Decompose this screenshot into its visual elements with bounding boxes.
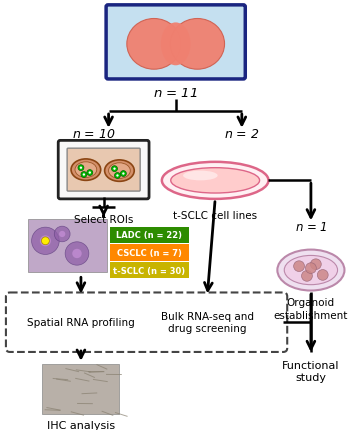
Text: Organoid
establishment: Organoid establishment bbox=[274, 298, 348, 320]
Ellipse shape bbox=[105, 160, 134, 182]
Ellipse shape bbox=[183, 171, 218, 181]
Circle shape bbox=[306, 263, 316, 274]
Circle shape bbox=[115, 173, 120, 179]
Circle shape bbox=[317, 270, 328, 281]
Text: Spatial RNA profiling: Spatial RNA profiling bbox=[27, 317, 135, 327]
Circle shape bbox=[113, 168, 116, 170]
Text: Select ROIs: Select ROIs bbox=[74, 215, 133, 225]
FancyBboxPatch shape bbox=[27, 219, 107, 273]
Circle shape bbox=[111, 166, 117, 172]
Circle shape bbox=[40, 236, 51, 247]
FancyBboxPatch shape bbox=[110, 227, 188, 244]
Circle shape bbox=[54, 227, 70, 242]
Circle shape bbox=[302, 271, 312, 282]
Circle shape bbox=[31, 227, 59, 255]
Circle shape bbox=[65, 242, 89, 266]
Text: CSCLC (n = 7): CSCLC (n = 7) bbox=[117, 249, 181, 258]
Ellipse shape bbox=[161, 23, 191, 66]
Text: $n$ = 10: $n$ = 10 bbox=[72, 128, 116, 141]
FancyBboxPatch shape bbox=[110, 245, 188, 261]
Circle shape bbox=[311, 259, 321, 270]
Circle shape bbox=[120, 171, 126, 177]
Ellipse shape bbox=[109, 163, 130, 179]
Ellipse shape bbox=[284, 256, 338, 285]
Ellipse shape bbox=[162, 163, 268, 200]
Circle shape bbox=[72, 249, 82, 258]
Circle shape bbox=[87, 170, 93, 176]
Circle shape bbox=[294, 261, 305, 272]
Ellipse shape bbox=[127, 19, 181, 70]
Ellipse shape bbox=[75, 163, 97, 178]
FancyBboxPatch shape bbox=[106, 6, 245, 80]
Text: Bulk RNA-seq and
drug screening: Bulk RNA-seq and drug screening bbox=[161, 311, 254, 333]
Text: t-SCLC (n = 30): t-SCLC (n = 30) bbox=[113, 266, 185, 275]
FancyBboxPatch shape bbox=[110, 262, 188, 279]
Ellipse shape bbox=[277, 250, 345, 291]
Text: $n$ = 11: $n$ = 11 bbox=[153, 87, 198, 100]
Circle shape bbox=[116, 175, 119, 177]
Text: $n$ = 1: $n$ = 1 bbox=[295, 220, 327, 233]
Circle shape bbox=[41, 237, 49, 245]
Circle shape bbox=[80, 167, 82, 169]
Text: $n$ = 2: $n$ = 2 bbox=[224, 128, 260, 141]
Ellipse shape bbox=[171, 168, 260, 194]
Circle shape bbox=[122, 173, 125, 175]
Text: Functional
study: Functional study bbox=[282, 360, 340, 382]
Circle shape bbox=[83, 174, 85, 176]
Circle shape bbox=[89, 172, 91, 174]
Circle shape bbox=[59, 231, 65, 237]
Circle shape bbox=[81, 172, 87, 178]
FancyBboxPatch shape bbox=[67, 149, 140, 192]
FancyBboxPatch shape bbox=[58, 141, 149, 200]
FancyBboxPatch shape bbox=[42, 364, 120, 415]
Circle shape bbox=[78, 166, 84, 171]
Text: t-SCLC cell lines: t-SCLC cell lines bbox=[173, 210, 257, 220]
Text: LADC (n = 22): LADC (n = 22) bbox=[116, 231, 182, 240]
Ellipse shape bbox=[71, 160, 101, 181]
Ellipse shape bbox=[170, 19, 225, 70]
Text: IHC analysis: IHC analysis bbox=[47, 420, 115, 430]
